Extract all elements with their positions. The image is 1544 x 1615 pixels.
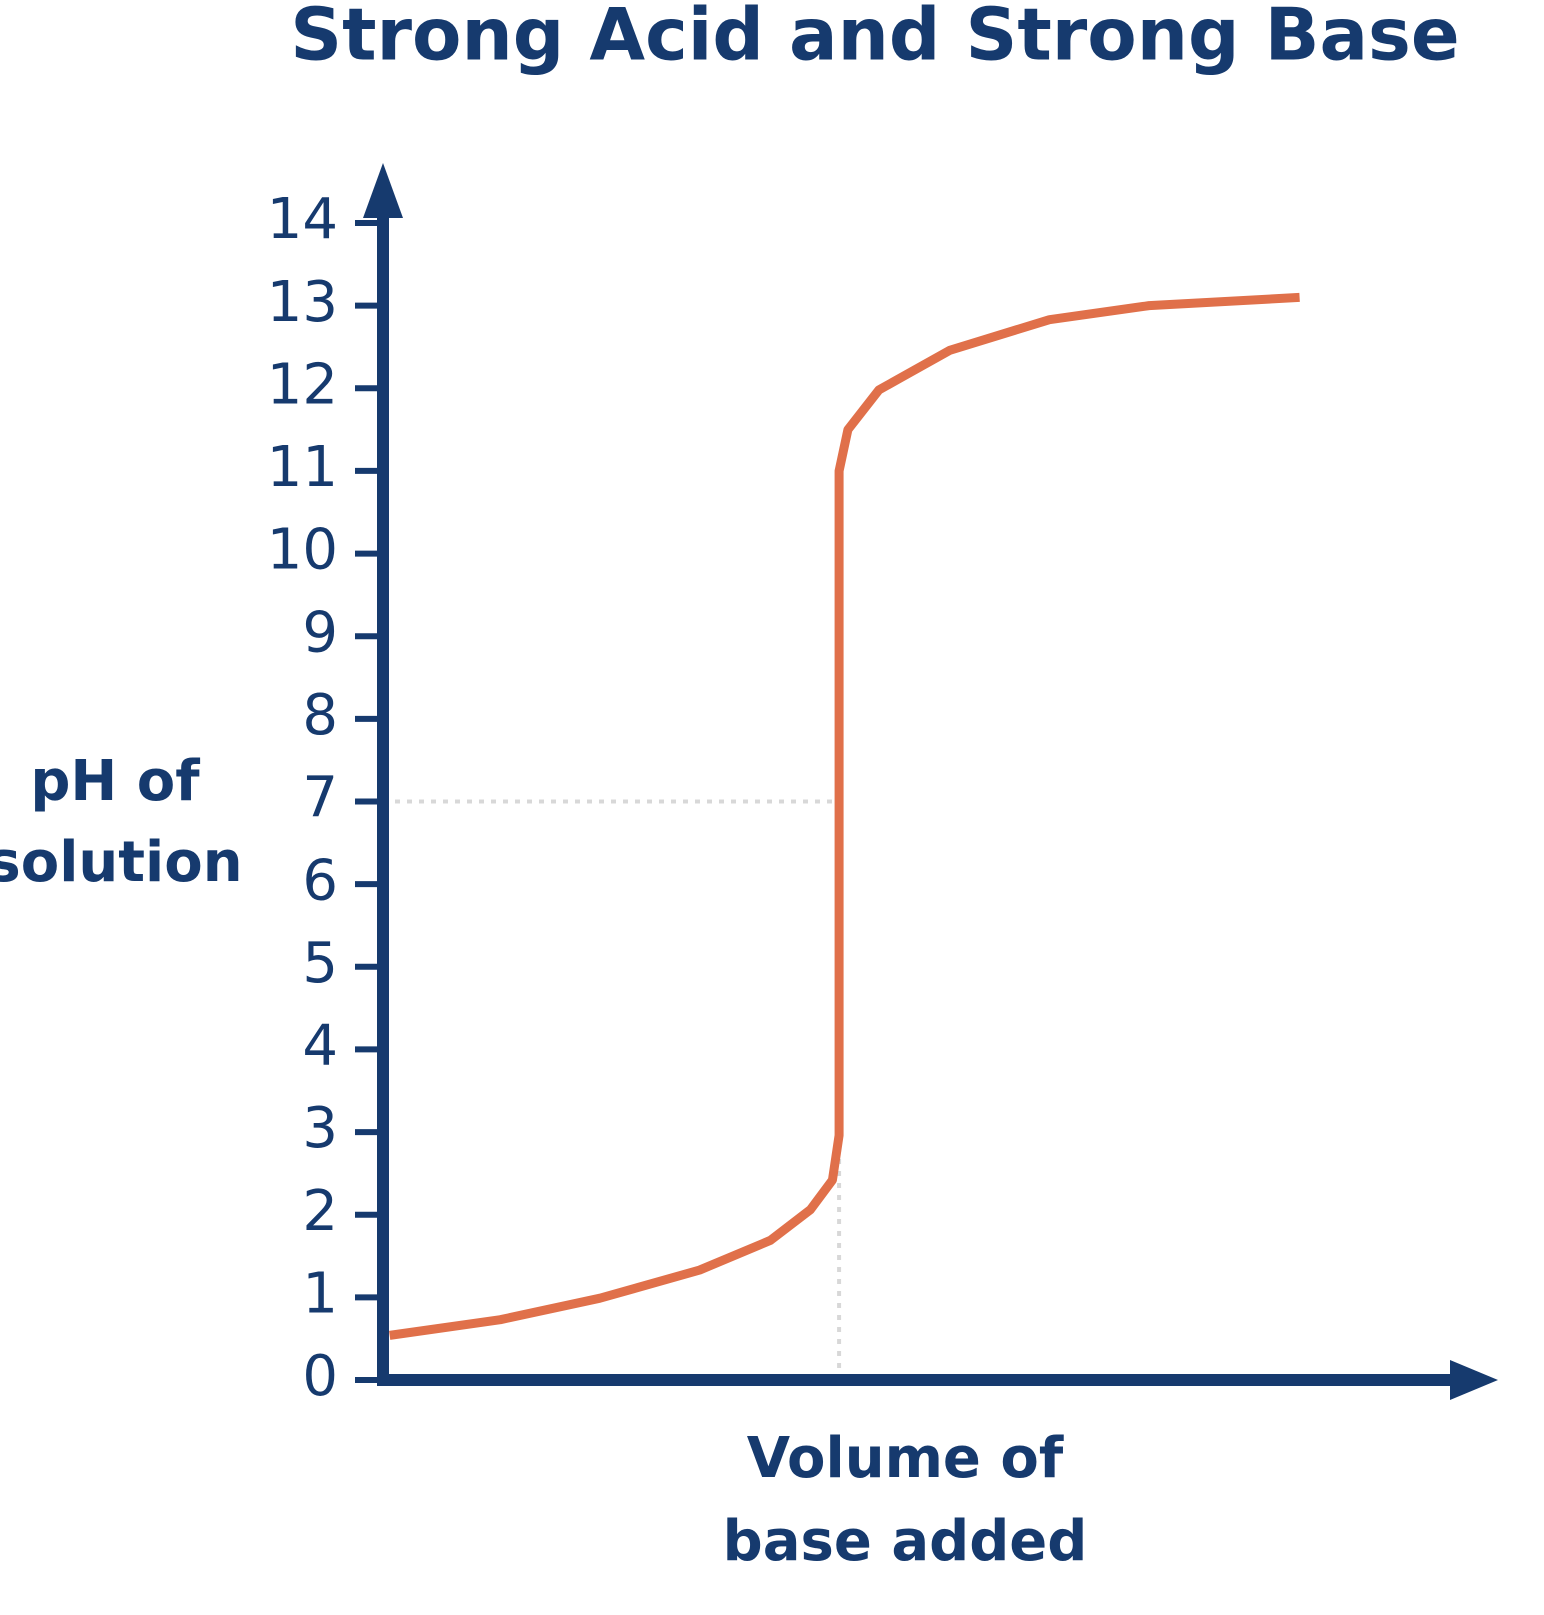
y-tick-label: 14 — [267, 187, 338, 252]
y-tick-label: 5 — [302, 931, 338, 996]
x-axis-label: base added — [723, 1509, 1088, 1574]
y-tick-label: 7 — [302, 766, 338, 831]
y-axis-arrow — [363, 163, 403, 218]
y-tick-label: 4 — [302, 1014, 338, 1079]
y-axis-label: solution — [0, 830, 243, 895]
y-tick-label: 1 — [302, 1261, 338, 1326]
y-tick-label: 2 — [302, 1179, 338, 1244]
y-tick-label: 11 — [267, 435, 338, 500]
y-tick-label: 8 — [302, 683, 338, 748]
y-tick-label: 6 — [302, 848, 338, 913]
y-tick-label: 13 — [267, 270, 338, 335]
curve — [389, 292, 1300, 1340]
y-tick-label: 0 — [302, 1344, 338, 1409]
x-axis-label: Volume of — [747, 1426, 1064, 1491]
y-tick-label: 3 — [302, 1096, 338, 1161]
y-tick-label: 12 — [267, 352, 338, 417]
y-tick-label: 9 — [302, 600, 338, 665]
x-axis-arrow — [1450, 1360, 1498, 1400]
y-axis-label: pH of — [30, 749, 200, 814]
chart-title: Strong Acid and Strong Base — [290, 0, 1460, 77]
y-tick-label: 10 — [267, 518, 338, 583]
